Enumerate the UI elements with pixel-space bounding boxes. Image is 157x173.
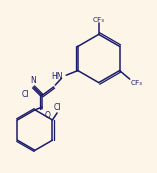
Text: O: O bbox=[44, 111, 50, 120]
Text: Cl: Cl bbox=[21, 90, 29, 99]
Text: CF₃: CF₃ bbox=[93, 17, 105, 23]
Text: HN: HN bbox=[51, 72, 62, 81]
Text: CF₃: CF₃ bbox=[130, 80, 142, 86]
Text: N: N bbox=[30, 76, 36, 85]
Text: Cl: Cl bbox=[53, 103, 61, 112]
